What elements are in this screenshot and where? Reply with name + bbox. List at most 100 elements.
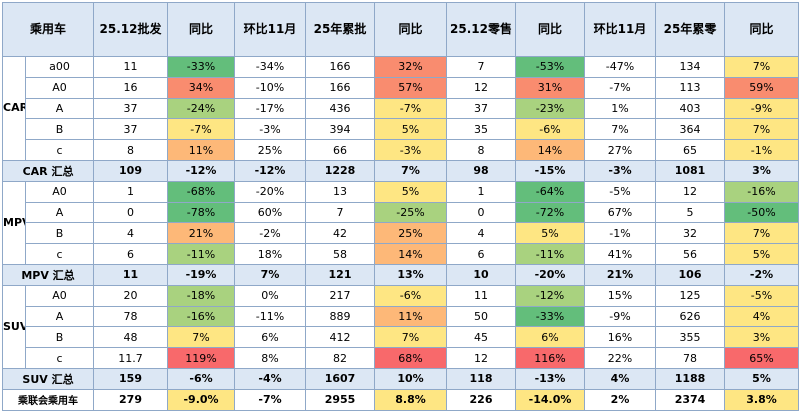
retail-yoy-cell: 6% (515, 326, 586, 349)
ytd-wholesale-yoy-cell: 14% (374, 243, 448, 265)
class-label: A (24, 305, 95, 328)
retail-yoy-cell: -20% (515, 263, 586, 286)
dec-retail-cell: 98 (446, 159, 517, 182)
wholesale-mom-cell: -3% (234, 118, 307, 141)
class-label: B (24, 222, 95, 245)
wholesale-yoy-cell: -7% (167, 118, 236, 141)
table-row: B 4 21% -2% 42 25% 4 5% -1% 32 7% (3, 222, 800, 245)
header-retail-yoy: 同比 (515, 2, 586, 57)
retail-mom-cell: 16% (584, 326, 657, 349)
retail-yoy-cell: -11% (515, 243, 586, 265)
dec-retail-cell: 0 (446, 201, 517, 224)
header-retail-mom: 环比11月 (584, 2, 657, 57)
table-row: c 11.7 119% 8% 82 68% 12 116% 22% 78 65% (3, 347, 800, 369)
retail-mom-cell: 2% (584, 388, 657, 411)
class-label: A0 (24, 284, 95, 307)
wholesale-mom-cell: 25% (234, 139, 307, 161)
retail-yoy-cell: -15% (515, 159, 586, 182)
ytd-retail-yoy-cell: -9% (724, 97, 800, 120)
dec-retail-cell: 35 (446, 118, 517, 141)
ytd-retail-yoy-cell: 3.8% (724, 388, 800, 411)
class-label: A0 (24, 180, 95, 203)
wholesale-yoy-cell: 21% (167, 222, 236, 245)
header-ytd-retail-yoy: 同比 (724, 2, 800, 57)
retail-mom-cell: -47% (584, 56, 657, 78)
header-wholesale-yoy: 同比 (167, 2, 236, 57)
wholesale-yoy-cell: 34% (167, 76, 236, 99)
ytd-wholesale-cell: 7 (305, 201, 376, 224)
ytd-retail-yoy-cell: 4% (724, 305, 800, 328)
header-dec-retail: 25.12零售 (446, 2, 517, 57)
table-row: c 8 11% 25% 66 -3% 8 14% 27% 65 -1% (3, 139, 800, 161)
ytd-wholesale-yoy-cell: 68% (374, 347, 448, 369)
table-row: B 48 7% 6% 412 7% 45 6% 16% 355 3% (3, 326, 800, 349)
dec-wholesale-cell: 37 (93, 97, 169, 120)
ytd-wholesale-yoy-cell: -7% (374, 97, 448, 120)
dec-retail-cell: 1 (446, 180, 517, 203)
retail-mom-cell: 15% (584, 284, 657, 307)
ytd-wholesale-cell: 121 (305, 263, 376, 286)
summary-label: CAR 汇总 (1, 159, 95, 182)
ytd-wholesale-cell: 166 (305, 76, 376, 99)
ytd-retail-cell: 1188 (655, 367, 726, 390)
table-row: SUVA020-18%0%217-6%11-12%15%125-5% (2, 284, 800, 369)
ytd-wholesale-yoy-cell: 7% (374, 159, 448, 182)
ytd-retail-cell: 1081 (655, 159, 726, 182)
retail-yoy-cell: 31% (515, 76, 586, 99)
total-row: 乘联会乘用车 279 -9.0% -7% 2955 8.8% 226 -14.0% 2% 2374… (1, 388, 800, 411)
class-label: c (24, 139, 95, 161)
ytd-wholesale-cell: 412 (305, 326, 376, 349)
ytd-retail-yoy-cell: -5% (724, 284, 800, 307)
ytd-wholesale-cell: 13 (305, 180, 376, 203)
ytd-retail-cell: 5 (655, 201, 726, 224)
dec-wholesale-cell: 279 (93, 388, 169, 411)
ytd-retail-yoy-cell: 5% (724, 367, 800, 390)
total-label: 乘联会乘用车 (1, 388, 95, 411)
table-row: A 37 -24% -17% 436 -7% 37 -23% 1% 403 -9% (3, 97, 800, 120)
summary-label: MPV 汇总 (1, 263, 95, 286)
dec-retail-cell: 4 (446, 222, 517, 245)
retail-yoy-cell: -14.0% (515, 388, 586, 411)
ytd-wholesale-yoy-cell: 11% (374, 305, 448, 328)
retail-yoy-cell: -72% (515, 201, 586, 224)
header-dec-wholesale: 25.12批发 (93, 2, 169, 57)
ytd-wholesale-cell: 1607 (305, 367, 376, 390)
ytd-retail-yoy-cell: 3% (724, 159, 800, 182)
dec-wholesale-cell: 37 (93, 118, 169, 141)
ytd-wholesale-yoy-cell: -3% (374, 139, 448, 161)
retail-yoy-cell: -33% (515, 305, 586, 328)
wholesale-yoy-cell: -33% (167, 56, 236, 78)
wholesale-mom-cell: -17% (234, 97, 307, 120)
header-wholesale-mom: 环比11月 (234, 2, 307, 57)
table-row: MPVA01-68%-20%135%1-64%-5%12-16% (2, 180, 800, 265)
summary-label: SUV 汇总 (1, 367, 95, 390)
ytd-retail-cell: 113 (655, 76, 726, 99)
dec-wholesale-cell: 11 (93, 56, 169, 78)
ytd-retail-cell: 32 (655, 222, 726, 245)
ytd-retail-yoy-cell: 59% (724, 76, 800, 99)
wholesale-mom-cell: 6% (234, 326, 307, 349)
class-label: a00 (24, 56, 95, 78)
ytd-retail-cell: 364 (655, 118, 726, 141)
retail-mom-cell: 7% (584, 118, 657, 141)
retail-yoy-cell: -64% (515, 180, 586, 203)
dec-wholesale-cell: 0 (93, 201, 169, 224)
class-label: c (24, 243, 95, 265)
wholesale-mom-cell: 0% (234, 284, 307, 307)
ytd-retail-yoy-cell: -1% (724, 139, 800, 161)
ytd-wholesale-cell: 42 (305, 222, 376, 245)
dec-wholesale-cell: 6 (93, 243, 169, 265)
table-row: A 0 -78% 60% 7 -25% 0 -72% 67% 5 -50% (3, 201, 800, 224)
ytd-retail-yoy-cell: 65% (724, 347, 800, 369)
wholesale-mom-cell: 18% (234, 243, 307, 265)
wholesale-yoy-cell: -16% (167, 305, 236, 328)
retail-mom-cell: 22% (584, 347, 657, 369)
wholesale-yoy-cell: -9.0% (167, 388, 236, 411)
wholesale-yoy-cell: -24% (167, 97, 236, 120)
dec-wholesale-cell: 20 (93, 284, 169, 307)
wholesale-mom-cell: -11% (234, 305, 307, 328)
dec-retail-cell: 50 (446, 305, 517, 328)
header-ytd-wholesale: 25年累批 (305, 2, 376, 57)
retail-yoy-cell: -12% (515, 284, 586, 307)
